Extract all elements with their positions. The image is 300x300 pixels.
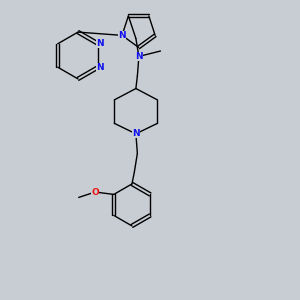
Text: N: N <box>118 31 126 40</box>
Text: N: N <box>96 39 103 48</box>
Text: N: N <box>132 129 140 138</box>
Text: N: N <box>96 63 103 72</box>
Text: O: O <box>91 188 99 196</box>
Text: N: N <box>135 52 143 61</box>
